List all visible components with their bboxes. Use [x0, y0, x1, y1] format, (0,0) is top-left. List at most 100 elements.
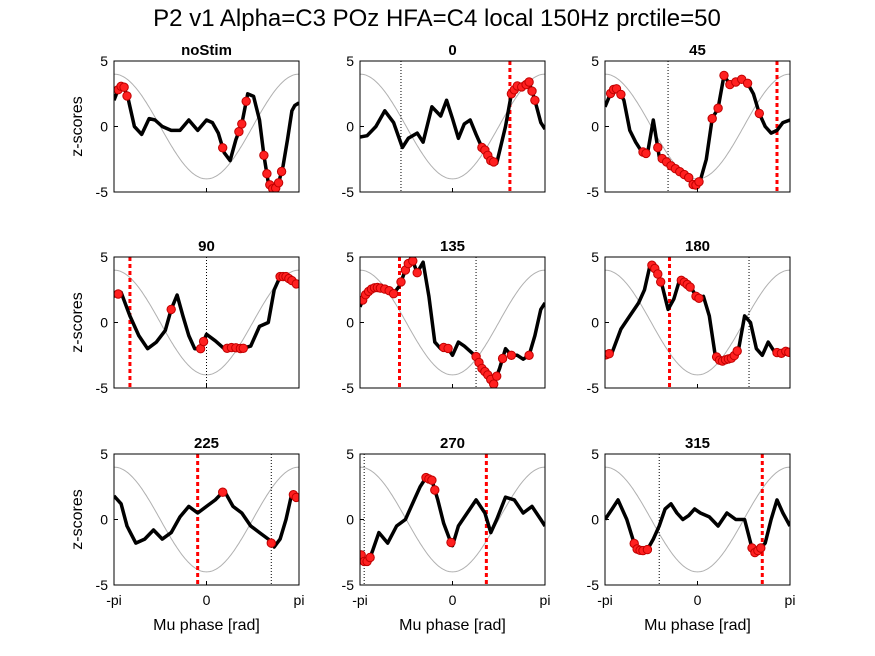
y-tick-label: 5 — [346, 53, 354, 69]
significant-marker — [641, 148, 651, 159]
y-tick-label: -5 — [342, 577, 355, 593]
significant-marker — [784, 347, 790, 357]
significant-marker — [656, 277, 666, 287]
x-tick-label: -pi — [597, 592, 613, 608]
x-tick-label: 0 — [449, 592, 457, 608]
y-axis-label: z-scores — [69, 489, 86, 549]
plot-area — [360, 454, 545, 585]
x-axis-label: Mu phase [rad] — [644, 617, 751, 634]
subplot-270: 5 0 -5-pi 0 pi 270 Mu phase [rad] — [342, 435, 551, 634]
plot-area — [114, 257, 299, 388]
significant-marker — [497, 353, 508, 364]
significant-marker — [527, 86, 537, 96]
subplot-title: noStim — [181, 42, 232, 59]
y-tick-label: -5 — [96, 380, 109, 396]
plot-area — [114, 73, 299, 192]
y-tick-label: 0 — [100, 512, 108, 528]
x-tick-label: 0 — [203, 592, 211, 608]
y-tick-label: 5 — [100, 446, 108, 462]
subplot-title: 90 — [198, 238, 215, 255]
significant-marker — [238, 343, 249, 353]
y-tick-label: 5 — [346, 249, 354, 265]
significant-marker — [266, 538, 276, 548]
plot-area — [360, 257, 545, 388]
y-tick-label: 0 — [346, 315, 354, 331]
x-axis-label: Mu phase [rad] — [399, 617, 506, 634]
subplot-180: 5 0 -5 180 — [587, 238, 791, 396]
significant-marker — [605, 349, 614, 359]
significant-marker — [694, 293, 704, 303]
y-tick-label: -5 — [342, 184, 355, 200]
figure-title: P2 v1 Alpha=C3 POz HFA=C4 local 150Hz pr… — [153, 5, 721, 32]
significant-marker — [430, 485, 440, 495]
x-tick-label: pi — [294, 592, 305, 608]
axes-box — [604, 60, 791, 193]
y-tick-label: -5 — [587, 577, 600, 593]
significant-marker — [719, 70, 729, 81]
y-tick-label: 5 — [100, 53, 108, 69]
plot-area — [605, 454, 790, 585]
significant-marker — [524, 77, 534, 87]
subplot-title: 45 — [689, 42, 706, 59]
significant-marker — [756, 543, 766, 553]
y-tick-label: 0 — [100, 119, 108, 135]
significant-marker — [388, 289, 399, 299]
significant-marker — [122, 91, 132, 101]
subplot-title: 180 — [685, 238, 710, 255]
y-tick-label: 5 — [591, 53, 599, 69]
significant-marker — [259, 150, 269, 161]
significant-marker — [694, 177, 704, 187]
y-axis-label: z-scores — [69, 96, 86, 156]
significant-marker — [713, 103, 723, 113]
y-tick-label: 5 — [346, 446, 354, 462]
significant-marker — [653, 269, 663, 279]
significant-marker — [707, 113, 717, 124]
z-score-trace — [360, 475, 545, 564]
significant-marker — [408, 257, 418, 266]
subplot-title: 270 — [440, 435, 465, 452]
plot-area — [605, 61, 790, 192]
y-tick-label: -5 — [587, 380, 600, 396]
significant-marker — [396, 277, 406, 287]
significant-marker — [732, 346, 742, 356]
significant-marker — [218, 143, 228, 153]
z-score-trace — [605, 261, 790, 364]
significant-marker — [276, 166, 287, 177]
significant-marker — [684, 172, 694, 183]
significant-marker — [166, 304, 176, 315]
significant-marker — [237, 119, 247, 129]
significant-marker — [446, 537, 456, 548]
plot-area — [605, 257, 790, 388]
reference-sine-curve — [605, 73, 790, 180]
z-score-trace — [360, 80, 545, 165]
significant-marker — [489, 379, 499, 388]
subplot-225: 5 0 -5-pi 0 pi 225 z-scores Mu phase [rad] — [69, 435, 304, 634]
axes-box — [359, 453, 546, 586]
x-tick-label: 0 — [694, 592, 702, 608]
significant-marker — [241, 96, 251, 107]
significant-marker — [291, 279, 299, 289]
significant-marker — [530, 95, 540, 106]
y-tick-label: 5 — [591, 446, 599, 462]
subplot-title: 225 — [194, 435, 219, 452]
subplot-315: 5 0 -5-pi 0 pi 315 Mu phase [rad] — [587, 435, 796, 634]
significant-marker — [506, 350, 517, 360]
subplot-title: 0 — [448, 42, 456, 59]
y-tick-label: 5 — [100, 249, 108, 265]
reference-sine-curve — [114, 466, 299, 573]
x-axis-label: Mu phase [rad] — [153, 617, 260, 634]
significant-marker — [114, 289, 123, 299]
significant-marker — [653, 142, 663, 153]
significant-marker — [198, 336, 209, 347]
significant-marker — [443, 343, 453, 354]
reference-sine-curve — [605, 269, 790, 376]
subplot-135: 5 0 -5 135 — [342, 238, 546, 396]
y-tick-label: 0 — [346, 119, 354, 135]
y-tick-label: 0 — [346, 512, 354, 528]
z-score-trace — [605, 73, 790, 189]
significant-marker — [492, 371, 502, 381]
plot-area — [114, 454, 299, 585]
significant-marker — [754, 108, 764, 119]
subplot-45: 5 0 -5 45 — [587, 42, 791, 200]
